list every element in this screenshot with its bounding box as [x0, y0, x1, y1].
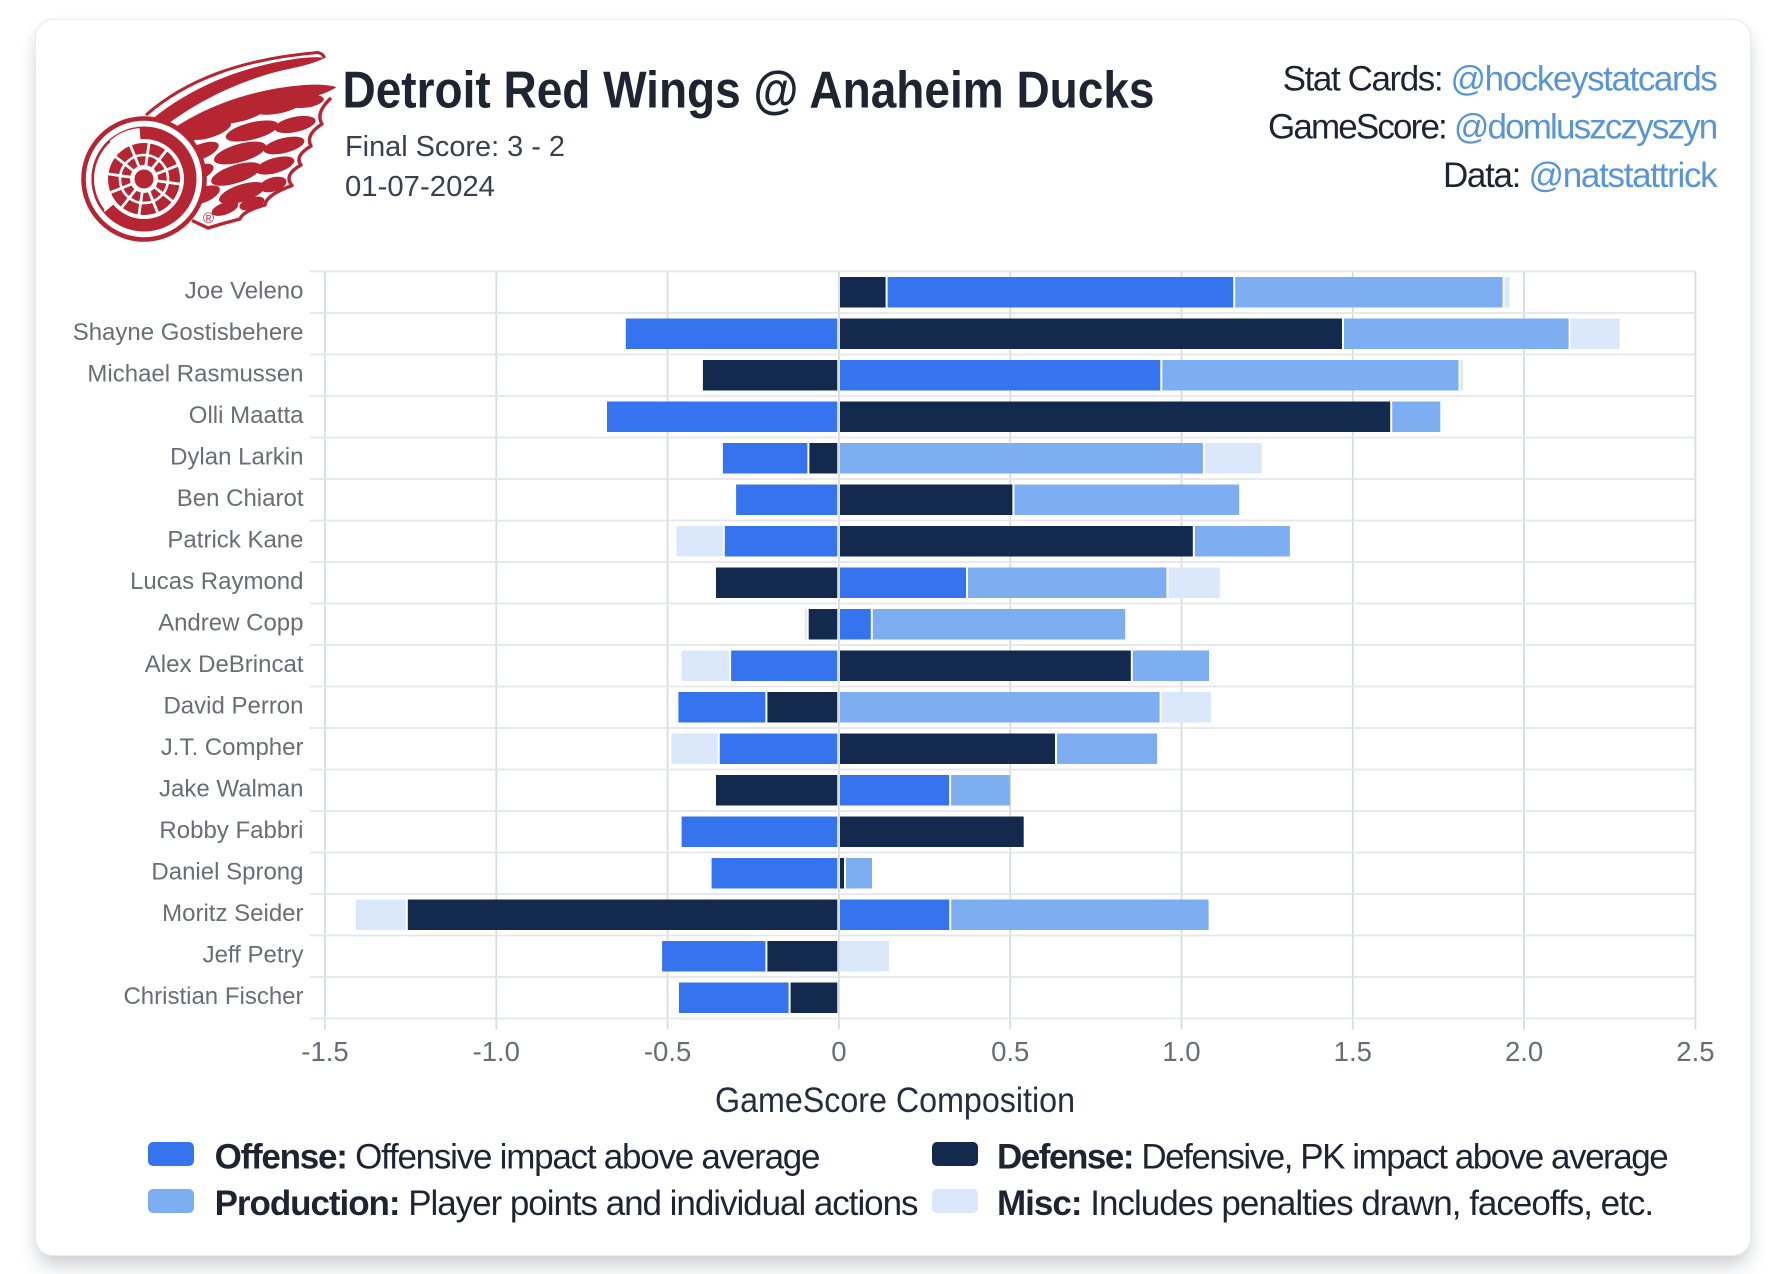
svg-text:1.5: 1.5: [1334, 1036, 1372, 1067]
svg-text:Production: Player points and: Production: Player points and individual…: [215, 1184, 918, 1223]
svg-text:2.0: 2.0: [1505, 1036, 1543, 1067]
svg-text:GameScore: @domluszczyszyn: GameScore: @domluszczyszyn: [1268, 108, 1717, 147]
svg-text:2.5: 2.5: [1676, 1036, 1714, 1067]
svg-text:Stat Cards: @hockeystatcards: Stat Cards: @hockeystatcards: [1283, 59, 1718, 98]
svg-text:Jeff Petry: Jeff Petry: [203, 942, 304, 969]
svg-text:Lucas Raymond: Lucas Raymond: [130, 568, 303, 595]
svg-text:Daniel Sprong: Daniel Sprong: [151, 859, 303, 886]
svg-text:Defense: Defensive, PK impact: Defense: Defensive, PK impact above aver…: [997, 1138, 1667, 1177]
svg-text:Joe Veleno: Joe Veleno: [185, 277, 304, 304]
svg-text:David Perron: David Perron: [163, 693, 303, 720]
svg-text:GameScore Composition: GameScore Composition: [715, 1081, 1075, 1120]
svg-text:Shayne Gostisbehere: Shayne Gostisbehere: [73, 319, 304, 346]
svg-text:-0.5: -0.5: [644, 1036, 691, 1067]
svg-text:-1.5: -1.5: [301, 1036, 348, 1067]
svg-text:Moritz Seider: Moritz Seider: [162, 900, 303, 927]
svg-text:Offense: Offensive impact abov: Offense: Offensive impact above average: [215, 1138, 820, 1177]
svg-text:Ben Chiarot: Ben Chiarot: [177, 485, 304, 512]
svg-text:Dylan Larkin: Dylan Larkin: [170, 443, 303, 470]
svg-text:J.T. Compher: J.T. Compher: [161, 734, 304, 761]
svg-text:Patrick Kane: Patrick Kane: [167, 527, 303, 554]
svg-text:Jake Walman: Jake Walman: [159, 776, 304, 803]
svg-text:Olli Maatta: Olli Maatta: [189, 402, 304, 429]
svg-text:0.5: 0.5: [991, 1036, 1029, 1067]
svg-text:01-07-2024: 01-07-2024: [345, 171, 495, 203]
svg-text:Andrew Copp: Andrew Copp: [158, 610, 303, 637]
svg-text:0: 0: [831, 1036, 846, 1067]
svg-text:®: ®: [203, 210, 214, 227]
svg-text:Final Score: 3 - 2: Final Score: 3 - 2: [345, 131, 565, 163]
svg-text:Detroit Red Wings @ Anaheim Du: Detroit Red Wings @ Anaheim Ducks: [343, 62, 1155, 120]
svg-text:Alex DeBrincat: Alex DeBrincat: [145, 651, 304, 678]
svg-text:Christian Fischer: Christian Fischer: [123, 983, 303, 1010]
svg-text:Data: @natstattrick: Data: @natstattrick: [1443, 156, 1718, 195]
svg-text:1.0: 1.0: [1162, 1036, 1200, 1067]
svg-text:-1.0: -1.0: [473, 1036, 520, 1067]
svg-text:Robby Fabbri: Robby Fabbri: [159, 817, 303, 844]
svg-text:Misc: Includes penalties drawn: Misc: Includes penalties drawn, faceoffs…: [997, 1184, 1653, 1223]
svg-text:Michael Rasmussen: Michael Rasmussen: [87, 360, 303, 387]
